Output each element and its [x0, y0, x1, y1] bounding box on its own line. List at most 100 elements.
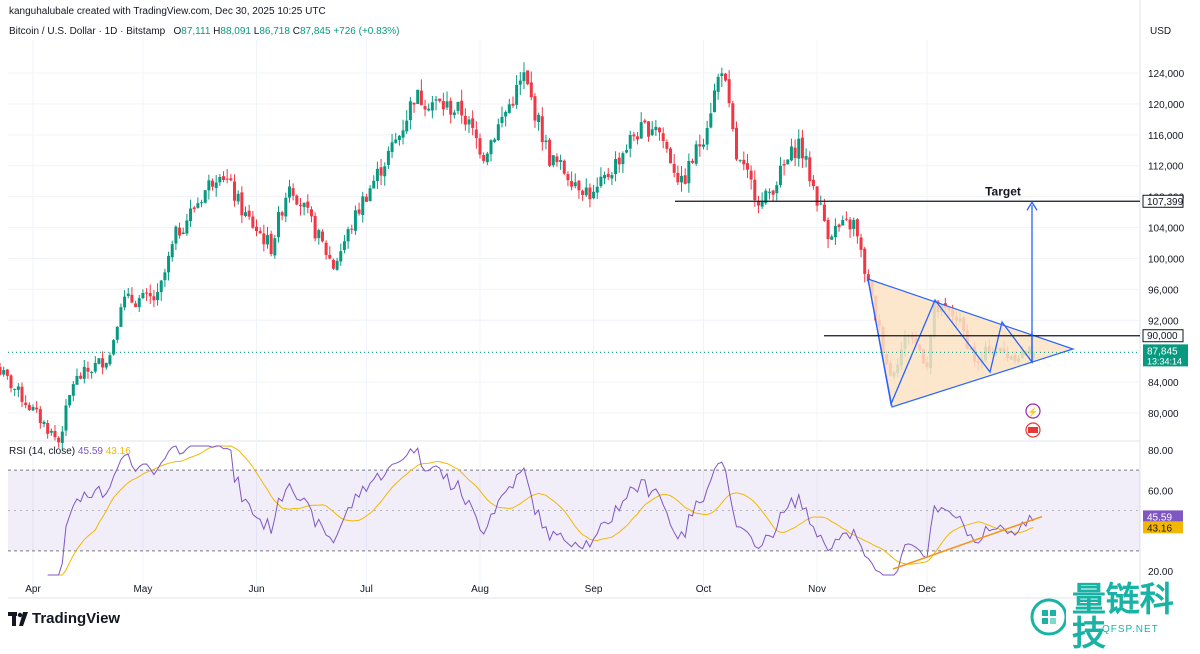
time-tick-label: Aug: [471, 584, 489, 595]
candle: [797, 129, 801, 167]
rsi-legend[interactable]: RSI (14, close) 45.59 43.16: [9, 446, 131, 457]
candle: [636, 131, 640, 145]
candle-body: [137, 298, 141, 308]
candle: [229, 174, 233, 182]
watermark: 量链科技: [1030, 583, 1200, 651]
candle-body: [731, 103, 735, 130]
candle: [811, 175, 815, 190]
candle-body: [200, 202, 204, 204]
candle: [273, 234, 277, 259]
candle: [350, 224, 354, 234]
candle: [31, 404, 35, 411]
candle-body: [815, 186, 819, 206]
candle-body: [782, 164, 786, 166]
candle-body: [372, 180, 376, 189]
candle-body: [658, 127, 662, 133]
candle: [712, 83, 716, 113]
candle-body: [636, 136, 640, 140]
candle: [379, 158, 383, 186]
candle-body: [258, 230, 262, 234]
candle-body: [416, 89, 420, 104]
rsi-badge-bg: [1143, 510, 1183, 523]
candle: [233, 174, 237, 207]
currency-label: USD: [1150, 26, 1171, 37]
candle: [566, 171, 570, 187]
candle: [287, 179, 291, 203]
price-tick-label: 92,000: [1148, 316, 1179, 327]
candle-body: [408, 101, 412, 121]
candle-body: [233, 181, 237, 201]
candle-body: [548, 139, 552, 166]
candle: [606, 167, 610, 181]
candle: [112, 338, 116, 356]
candle: [760, 192, 764, 209]
candle-body: [298, 204, 302, 206]
candle-body: [75, 375, 79, 385]
candle-body: [632, 134, 636, 137]
candle-body: [225, 178, 229, 180]
candle-body: [643, 120, 647, 123]
candle-body: [771, 190, 775, 195]
tradingview-brand: TradingView: [32, 610, 121, 627]
candle: [661, 127, 665, 149]
candle: [123, 290, 127, 311]
time-tick-label: Jul: [360, 584, 373, 595]
candle-body: [621, 153, 625, 165]
event-icon: [1025, 403, 1041, 419]
candle: [68, 394, 72, 408]
candle: [0, 362, 2, 376]
candle-body: [49, 430, 53, 433]
candle-body: [159, 280, 163, 293]
candle: [745, 154, 749, 178]
candle: [291, 183, 295, 201]
candle-body: [247, 210, 251, 217]
candle-body: [482, 155, 486, 161]
candle-body: [460, 100, 464, 116]
candle: [244, 206, 248, 218]
candle-body: [698, 144, 702, 147]
candle-body: [625, 150, 629, 153]
candle: [789, 138, 793, 162]
candle: [302, 202, 306, 216]
candle: [75, 368, 79, 385]
candle: [537, 112, 541, 131]
candle: [592, 184, 596, 200]
candle-body: [540, 116, 544, 143]
candle: [581, 189, 585, 201]
candle-body: [463, 115, 467, 125]
candle-body: [577, 180, 581, 191]
candle: [427, 103, 431, 112]
candle: [386, 146, 390, 170]
rsi-value: 45.59: [77, 446, 103, 457]
candle: [478, 133, 482, 159]
candle-body: [863, 248, 867, 274]
candle: [533, 93, 537, 128]
us-flag-icon: [1028, 427, 1038, 433]
candle: [720, 67, 724, 88]
candle: [742, 151, 746, 171]
candle-body: [57, 437, 61, 443]
candle-body: [368, 188, 372, 202]
candle-body: [60, 431, 64, 443]
candle: [255, 219, 258, 237]
candle-body: [797, 138, 801, 159]
candle-body: [833, 226, 837, 238]
symbol-ohlc-legend[interactable]: Bitcoin / U.S. Dollar · 1D · Bitstamp O8…: [9, 26, 400, 37]
candle: [767, 188, 771, 200]
candle-body: [419, 90, 423, 106]
tradingview-logo[interactable]: TradingView: [8, 610, 120, 627]
candle-body: [588, 187, 592, 200]
candle-body: [115, 326, 119, 340]
candle: [548, 138, 552, 168]
candle-body: [507, 104, 511, 113]
candle: [441, 92, 445, 116]
candle: [79, 372, 83, 380]
candle: [731, 100, 735, 132]
candle: [247, 204, 251, 220]
candle: [222, 171, 226, 183]
target-price-badge: 107,399: [1147, 197, 1184, 208]
time-tick-label: Sep: [585, 584, 603, 595]
candle-body: [53, 430, 57, 438]
candle-body: [793, 147, 797, 159]
